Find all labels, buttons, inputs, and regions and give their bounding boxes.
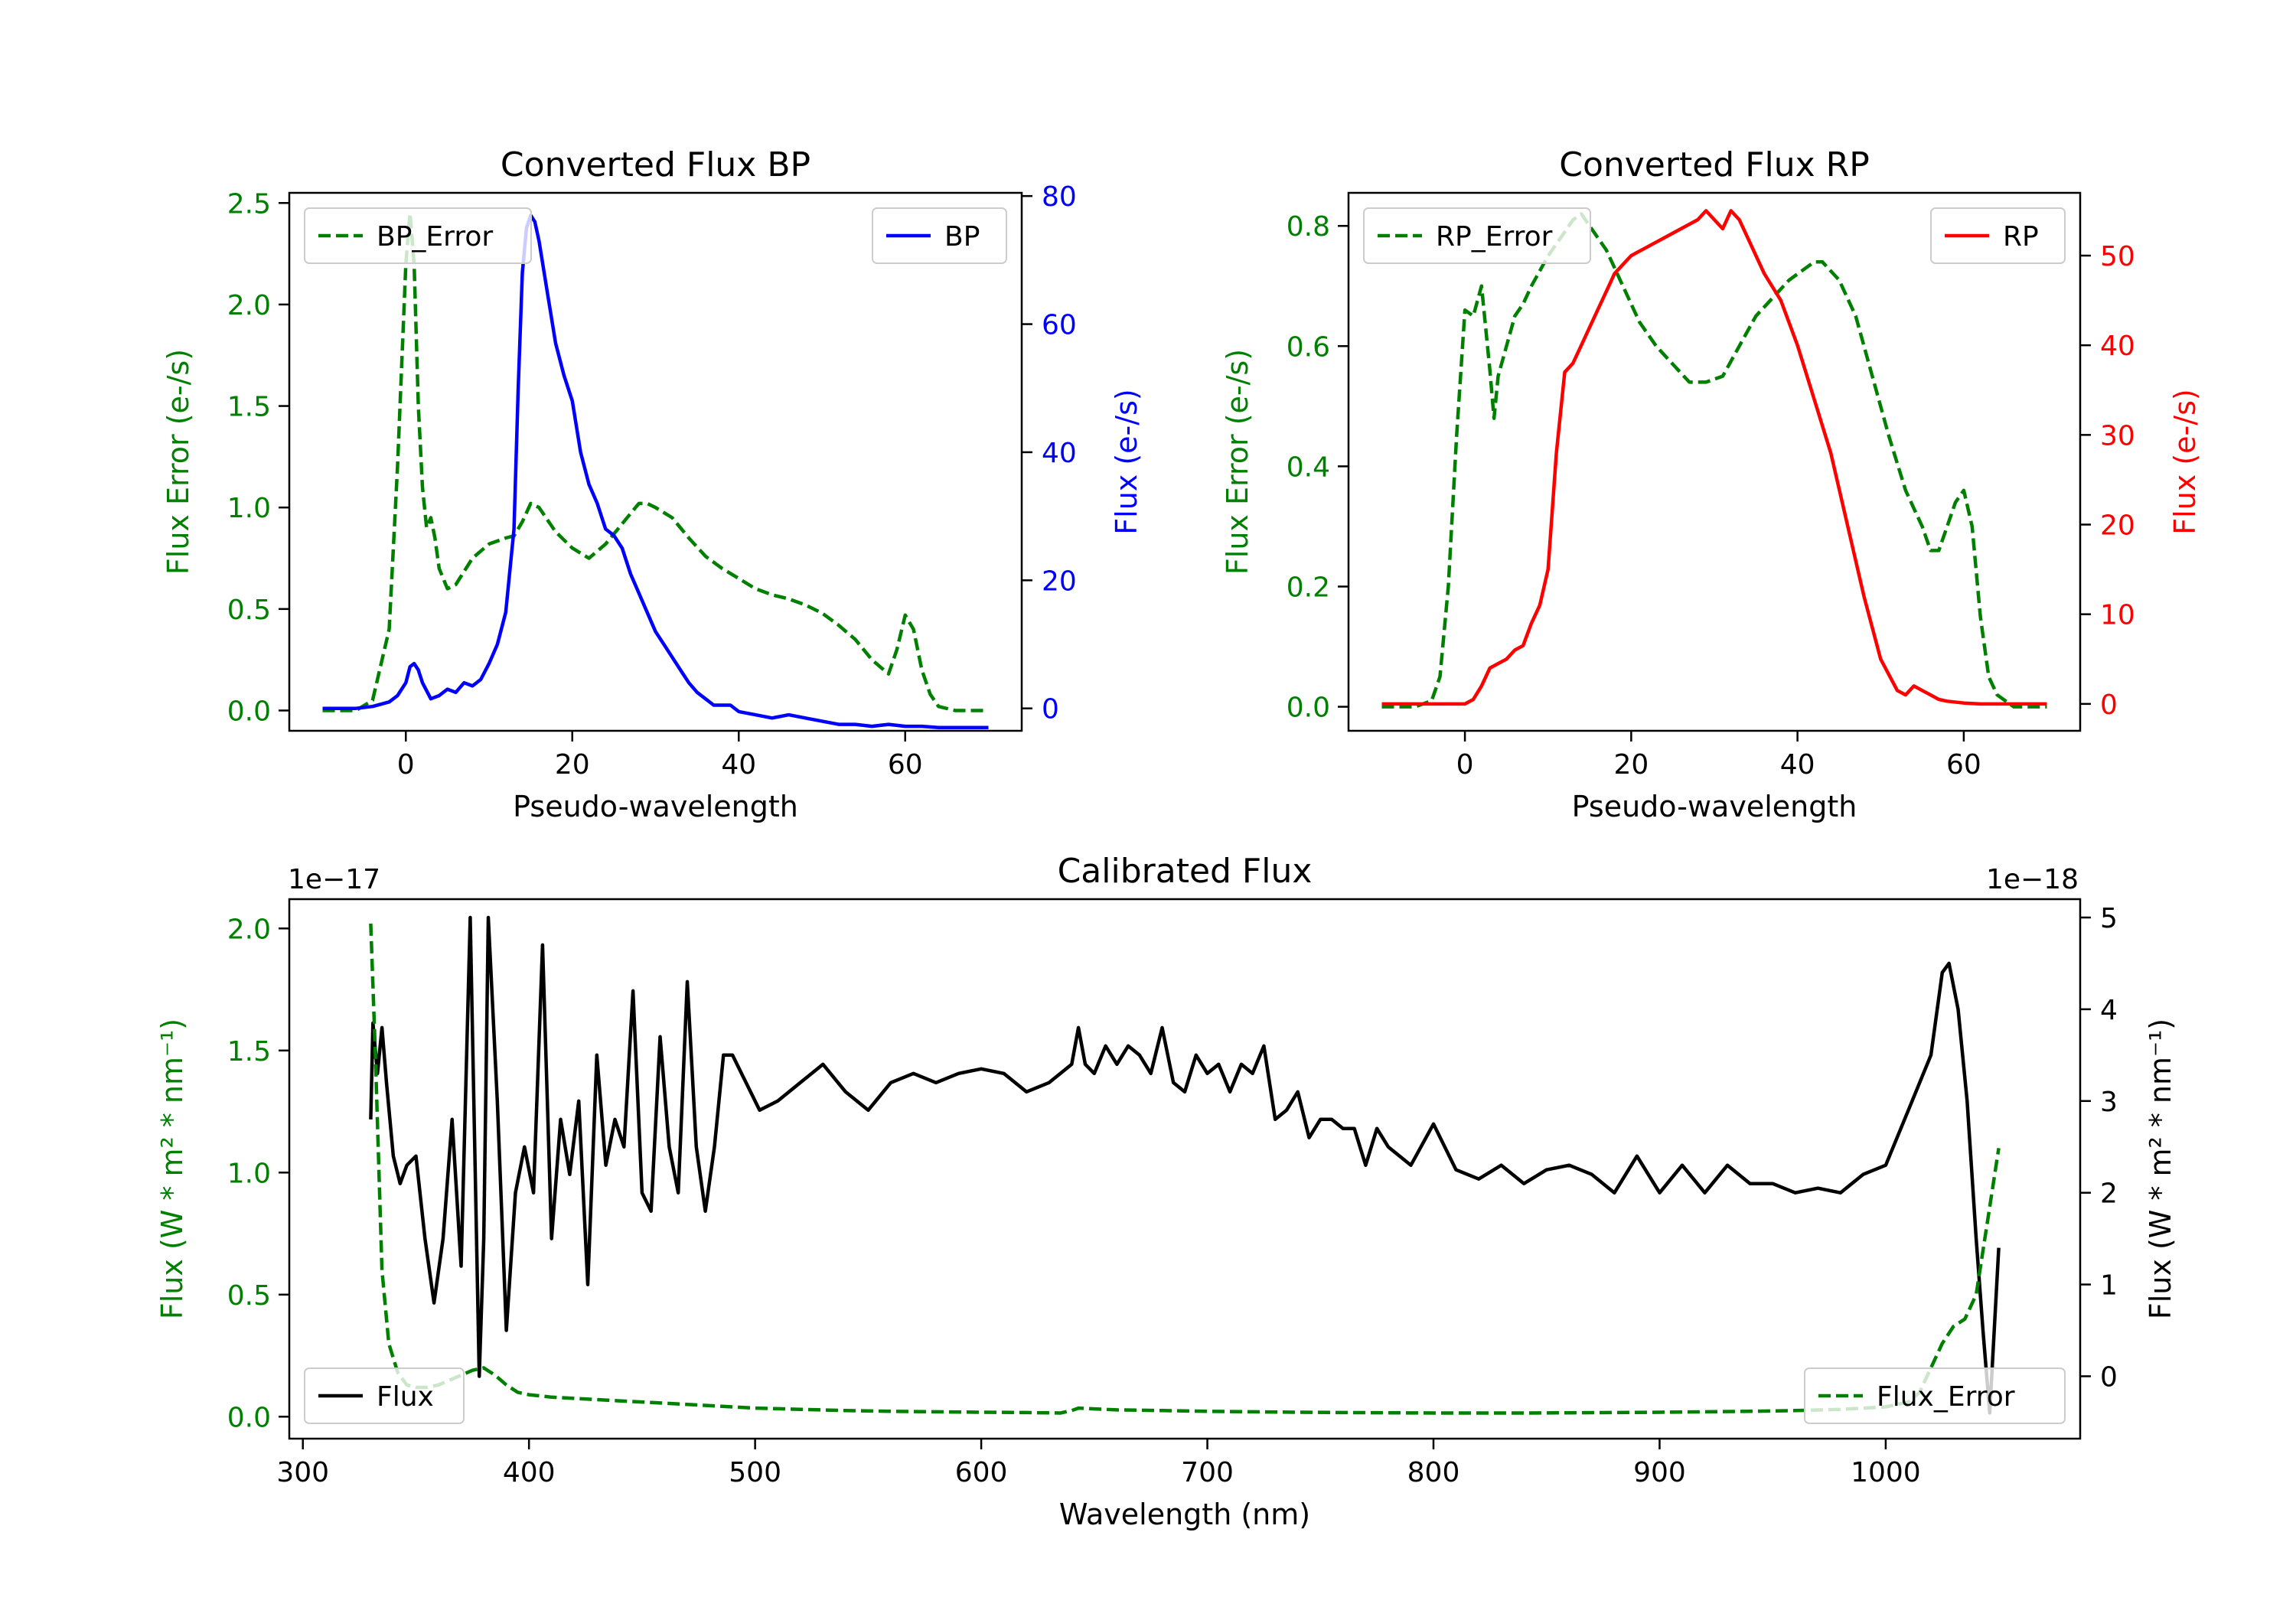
- y-left-tick-label: 2.5: [227, 188, 271, 220]
- x-tick-label: 900: [1633, 1457, 1686, 1488]
- legend-box: [304, 207, 532, 264]
- y-left-tick-label: 0.6: [1287, 331, 1330, 363]
- y-right-tick-label: 0: [1042, 694, 1059, 725]
- axes-frame: [288, 191, 1023, 732]
- x-tick-label: 800: [1407, 1457, 1460, 1488]
- y-left-tick-label: 1.0: [227, 1158, 271, 1189]
- legend-label: RP: [2003, 221, 2039, 253]
- series-line-rp-error: [1381, 212, 2047, 709]
- y-left-tick-label: 2.0: [227, 914, 271, 945]
- y-right-tick-label: 20: [1042, 566, 1077, 597]
- chart-title: Converted Flux RP: [1559, 145, 1870, 184]
- legend-label: RP_Error: [1436, 221, 1553, 253]
- y-right-tick-label: 4: [2100, 995, 2118, 1026]
- x-tick-label: 600: [955, 1457, 1008, 1488]
- y-left-tick-label: 0.5: [227, 595, 271, 626]
- series-line-rp: [1381, 209, 2047, 706]
- x-tick-label: 1000: [1851, 1457, 1921, 1488]
- y-right-tick-label: 50: [2100, 241, 2135, 272]
- chart-title: Calibrated Flux: [1058, 852, 1313, 891]
- y-right-axis-label: Flux (e-/s): [2168, 389, 2202, 534]
- y-right-tick-label: 0: [2100, 1361, 2118, 1393]
- series-line-bp: [322, 214, 989, 730]
- x-tick-label: 60: [1946, 749, 1981, 781]
- y-right-tick-label: 0: [2100, 689, 2118, 721]
- y-right-tick-label: 80: [1042, 181, 1077, 213]
- y-right-tick-label: 60: [1042, 310, 1077, 341]
- x-tick-label: 400: [503, 1457, 556, 1488]
- legend-label: Flux_Error: [1877, 1381, 2015, 1413]
- legend-box: [1804, 1367, 2066, 1424]
- chart-title: Converted Flux BP: [501, 145, 810, 184]
- legend-label: Flux: [377, 1381, 434, 1413]
- y-left-tick-label: 1.5: [227, 392, 271, 423]
- y-right-tick-label: 40: [1042, 438, 1077, 469]
- x-axis-label: Pseudo-wavelength: [1572, 790, 1857, 823]
- y-left-tick-label: 0.4: [1287, 451, 1330, 483]
- y-right-tick-label: 2: [2100, 1178, 2118, 1210]
- x-tick-label: 40: [721, 749, 756, 781]
- x-tick-label: 300: [276, 1457, 329, 1488]
- y-left-axis-label: Flux Error (e-/s): [1221, 349, 1254, 575]
- y-right-offset-label: 1e−18: [1986, 864, 2079, 895]
- y-left-axis-label: Flux Error (e-/s): [161, 349, 195, 575]
- x-tick-label: 20: [1613, 749, 1649, 781]
- x-tick-label: 60: [888, 749, 923, 781]
- x-tick-label: 0: [397, 749, 415, 781]
- x-axis-label: Pseudo-wavelength: [513, 790, 798, 823]
- y-left-tick-label: 1.5: [227, 1036, 271, 1068]
- series-line-flux-error: [369, 923, 2001, 1415]
- legend-label: BP_Error: [377, 221, 493, 253]
- y-right-axis-label: Flux (e-/s): [1110, 389, 1143, 534]
- x-tick-label: 0: [1456, 749, 1474, 781]
- y-left-tick-label: 0.0: [227, 1402, 271, 1433]
- series-line-flux: [369, 915, 2001, 1415]
- y-right-axis-label: Flux (W * m² * nm⁻¹): [2144, 1019, 2177, 1319]
- legend-box: [1930, 207, 2066, 264]
- y-right-tick-label: 20: [2100, 510, 2135, 542]
- legend-label: BP: [944, 221, 980, 253]
- x-tick-label: 40: [1780, 749, 1815, 781]
- y-left-tick-label: 0.0: [227, 696, 271, 727]
- y-left-axis-label: Flux (W * m² * nm⁻¹): [155, 1019, 189, 1319]
- chart-calibrated-flux: 300 400 500 600 700 800 900 1000 0.0 0.5 1.0 1.5 2.0…: [155, 852, 2177, 1531]
- y-left-tick-label: 0.8: [1287, 211, 1330, 243]
- y-right-tick-label: 3: [2100, 1087, 2118, 1118]
- x-axis-label: Wavelength (nm): [1059, 1498, 1310, 1531]
- legend-box: [1363, 207, 1591, 264]
- x-tick-label: 20: [555, 749, 590, 781]
- y-left-tick-label: 0.5: [227, 1280, 271, 1312]
- y-left-tick-label: 1.0: [227, 493, 271, 524]
- y-left-tick-label: 0.0: [1287, 693, 1330, 724]
- legend-box: [872, 207, 1007, 264]
- x-tick-label: 500: [729, 1457, 781, 1488]
- y-right-tick-label: 1: [2100, 1270, 2118, 1302]
- y-right-tick-label: 5: [2100, 903, 2118, 934]
- y-left-tick-label: 0.2: [1287, 572, 1330, 603]
- axes-frame: [288, 898, 2082, 1440]
- y-right-tick-label: 10: [2100, 600, 2135, 631]
- y-right-tick-label: 30: [2100, 420, 2135, 451]
- series-line-bp-error: [322, 211, 989, 712]
- x-tick-label: 700: [1181, 1457, 1234, 1488]
- legend-box: [304, 1367, 465, 1424]
- axes-frame: [1347, 191, 2082, 732]
- chart-converted-flux-rp: 0 20 40 60 0.0 0.2 0.4 0.6 0.8 0 10 20 30 40 50 Convert…: [1221, 145, 2202, 823]
- y-left-tick-label: 2.0: [227, 290, 271, 321]
- y-left-offset-label: 1e−17: [288, 864, 380, 895]
- chart-converted-flux-bp: 0 20 40 60 0.0 0.5 1.0 1.5 2.0 2.5 0 20 40 60 80 Conver…: [161, 145, 1143, 823]
- y-right-tick-label: 40: [2100, 331, 2135, 362]
